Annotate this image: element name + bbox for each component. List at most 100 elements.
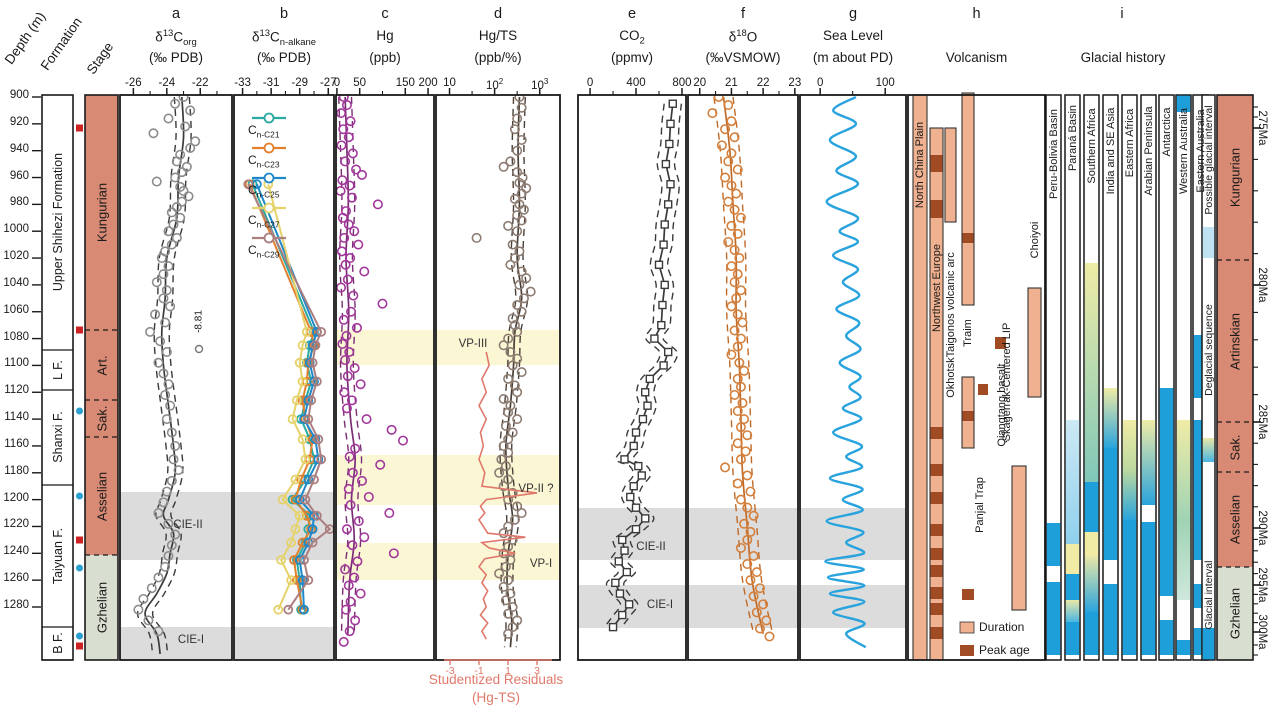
stage-unit — [1217, 260, 1253, 422]
data-point-circle — [512, 210, 523, 221]
data-point-circle — [341, 524, 352, 535]
data-point-circle — [739, 365, 750, 376]
volcanism-peak-segment — [930, 155, 943, 172]
panel-d-title: Hg/TS — [478, 28, 518, 43]
panel-i-title: Glacial history — [1080, 50, 1166, 65]
panel-d-letter: d — [493, 6, 503, 22]
series-point-Cn-C29 — [316, 454, 327, 465]
trend-line — [722, 96, 764, 635]
legend-label: Cn-C21 — [248, 123, 280, 140]
data-point-circle — [740, 446, 751, 457]
data-point-circle — [161, 285, 172, 296]
panel-a-units: (‰ PDB) — [149, 50, 203, 65]
data-point-circle — [748, 550, 759, 561]
volcanism-peak-segment — [962, 233, 974, 243]
data-point-circle — [723, 100, 734, 111]
data-point-circle — [350, 615, 361, 626]
highlight-band — [436, 330, 560, 365]
data-point-square — [631, 524, 641, 534]
panel-e-title: CO2 — [619, 28, 645, 47]
data-point-circle — [336, 108, 347, 119]
panel-g-letter: g — [848, 6, 858, 22]
data-point-square — [660, 280, 669, 290]
glacial-segment — [1202, 438, 1215, 462]
depth-tick-label: 980 — [9, 196, 29, 209]
data-point-circle — [729, 132, 740, 143]
data-point-circle — [503, 220, 514, 231]
data-point-circle — [516, 508, 527, 519]
depth-tick-label: 1060 — [3, 303, 29, 316]
series-point-Cn-C29 — [307, 357, 318, 368]
data-point-circle — [731, 188, 742, 199]
volcanism-peak-segment — [930, 200, 943, 218]
data-point-circle — [742, 559, 753, 570]
data-point-circle — [350, 443, 361, 454]
data-point-circle — [494, 568, 505, 579]
panel-f-letter: f — [740, 6, 746, 22]
glacial-segment — [1202, 227, 1215, 258]
series-point-Cn-C29 — [306, 395, 317, 406]
series-point-Cn-C27 — [300, 454, 311, 465]
data-point-circle — [336, 185, 346, 196]
data-point-circle — [723, 196, 734, 207]
glacial-column-label: Paraná Basin — [1066, 104, 1079, 171]
annotation-CIE-I: CIE-I — [177, 634, 205, 646]
data-point-circle — [498, 548, 509, 559]
glacial-column-label: Arabian Peninsula — [1142, 106, 1155, 196]
data-point-circle — [372, 199, 383, 210]
glacial-column-border — [1045, 94, 1062, 661]
data-point-circle — [170, 172, 181, 183]
data-point-circle — [512, 615, 523, 626]
stage-unit — [85, 400, 118, 437]
data-point-square — [658, 300, 667, 310]
data-point-circle — [732, 164, 743, 175]
data-point-circle — [133, 604, 144, 615]
highlight-band — [234, 627, 334, 660]
data-point-circle — [512, 113, 523, 124]
interval-label: Deglacial sequence — [1202, 303, 1215, 396]
volcanism-peak-segment — [930, 603, 943, 615]
data-point-circle — [751, 567, 762, 578]
data-point-circle — [336, 246, 347, 257]
series-point-Cn-C29 — [303, 575, 314, 586]
data-point-circle — [735, 285, 746, 296]
axis-tick-label: 0 — [816, 77, 824, 89]
data-point-circle — [163, 261, 174, 272]
glacial-segment — [1122, 420, 1137, 470]
data-point-circle — [343, 132, 354, 143]
data-point-square — [637, 471, 646, 480]
data-point-circle — [754, 623, 765, 634]
glacial-segment — [1202, 628, 1215, 660]
data-point-circle — [518, 204, 529, 215]
data-point-circle — [398, 435, 409, 446]
sample-marker-blue — [76, 492, 83, 500]
data-point-circle — [748, 591, 759, 602]
data-point-circle — [349, 226, 360, 237]
data-point-circle — [160, 317, 171, 328]
series-point-Cn-C27 — [273, 604, 284, 615]
axis-tick-label: 102 — [485, 77, 504, 92]
depth-tick-label: 1180 — [4, 464, 29, 477]
stage-unit — [85, 437, 118, 555]
data-point-circle — [503, 434, 514, 445]
axis-tick-label: 150 — [395, 77, 415, 89]
panel-e-letter: e — [627, 6, 637, 22]
panel-a-border — [119, 94, 233, 661]
panel-i-letter: i — [1120, 6, 1124, 22]
glacial-segment — [1065, 544, 1080, 574]
stage-unit — [1217, 95, 1253, 260]
legend-label: Cn-C23 — [248, 153, 280, 170]
volcanism-peak-segment — [930, 565, 943, 577]
volcanism-bar-label: Choiyoi — [1028, 221, 1041, 258]
data-point-circle — [726, 148, 737, 159]
data-point-circle — [176, 196, 187, 207]
data-point-square — [641, 514, 650, 523]
data-point-circle — [512, 387, 523, 398]
sample-marker-red — [76, 642, 83, 650]
data-point-circle — [356, 475, 367, 486]
data-point-circle — [165, 400, 176, 411]
depth-tick-label: 1120 — [4, 384, 29, 397]
data-point-circle — [505, 555, 516, 566]
axis-tick-label: 400 — [626, 77, 646, 89]
data-point-circle — [384, 508, 395, 519]
